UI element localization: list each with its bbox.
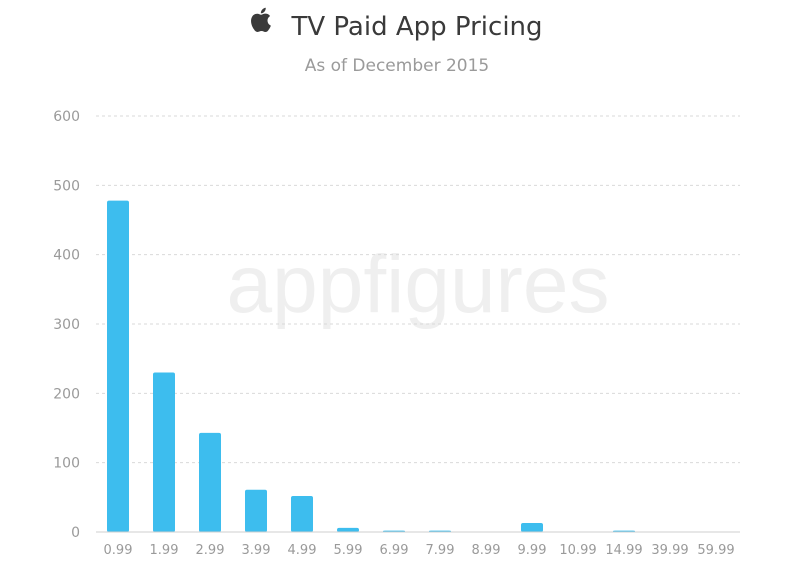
bar-9.99 <box>521 522 543 532</box>
x-tick-label: 7.99 <box>426 543 455 558</box>
y-tick-label: 200 <box>53 386 80 402</box>
bar-3.99 <box>245 489 267 532</box>
bars <box>107 200 635 532</box>
bar-2.99 <box>199 432 221 532</box>
x-tick-label: 9.99 <box>518 543 547 558</box>
y-tick-label: 100 <box>53 456 80 472</box>
bar-4.99 <box>291 495 313 532</box>
x-tick-label: 59.99 <box>697 543 734 558</box>
y-tick-label: 300 <box>53 317 80 333</box>
x-tick-label: 6.99 <box>380 543 409 558</box>
x-tick-label: 14.99 <box>605 543 642 558</box>
bar-5.99 <box>337 527 359 532</box>
chart-subtitle: As of December 2015 <box>305 56 490 76</box>
y-tick-label: 400 <box>53 248 80 264</box>
apple-logo-icon <box>251 7 271 33</box>
x-tick-label: 39.99 <box>651 543 688 558</box>
x-tick-label: 8.99 <box>472 543 501 558</box>
x-tick-label: 10.99 <box>559 543 596 558</box>
x-axis-ticks: 0.99 1.99 2.99 3.99 4.99 5.99 6.99 7.99 8.99 9.99… <box>104 543 735 558</box>
x-tick-label: 2.99 <box>196 543 225 558</box>
bar-0.99 <box>107 200 129 532</box>
x-tick-label: 1.99 <box>150 543 179 558</box>
y-axis-ticks: 0 100 200 300 400 500 600 <box>53 109 80 541</box>
y-tick-label: 0 <box>71 525 80 541</box>
watermark: appfigures <box>227 239 610 330</box>
x-tick-label: 4.99 <box>288 543 317 558</box>
y-tick-label: 500 <box>53 178 80 194</box>
x-tick-label: 5.99 <box>334 543 363 558</box>
y-tick-label: 600 <box>53 109 80 125</box>
bar-1.99 <box>153 372 175 532</box>
x-tick-label: 3.99 <box>242 543 271 558</box>
chart-title-group: TV Paid App Pricing As of December 2015 <box>251 7 543 76</box>
x-tick-label: 0.99 <box>104 543 133 558</box>
chart-title: TV Paid App Pricing <box>290 12 542 42</box>
grid-layer <box>96 115 740 464</box>
